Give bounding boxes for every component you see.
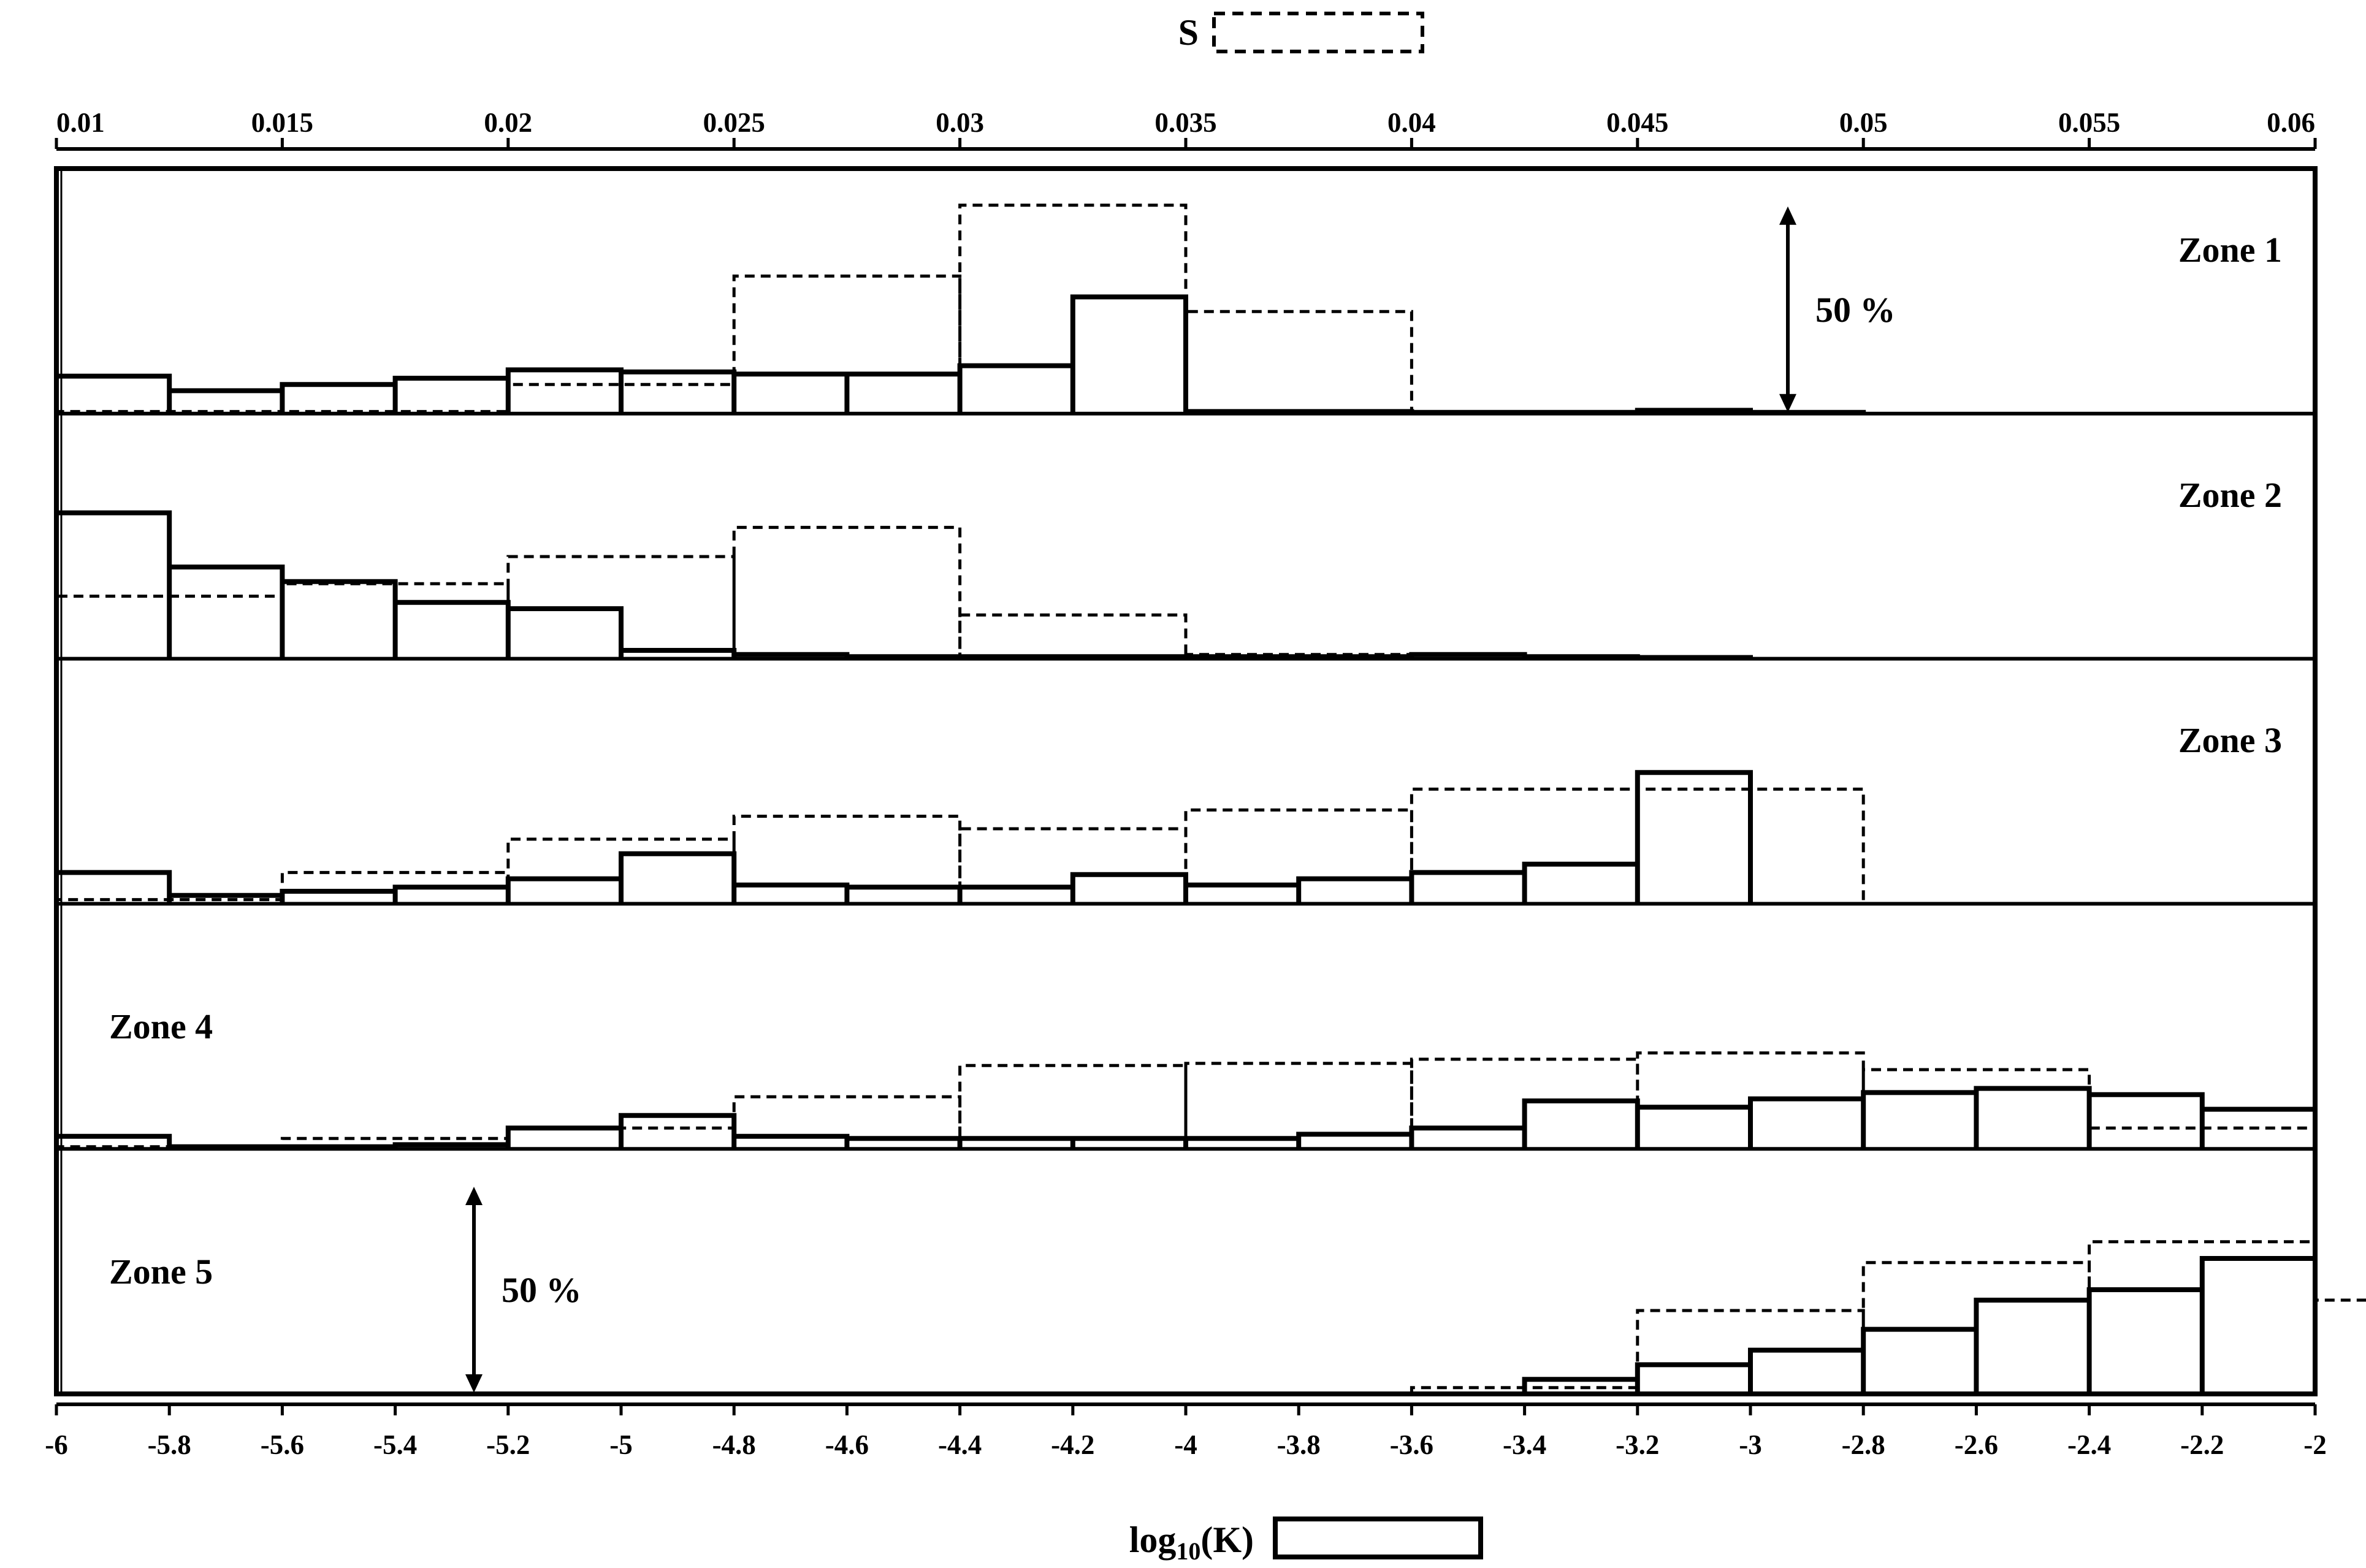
zone-5-label: Zone 5 — [109, 1252, 213, 1292]
legend-s-label: S — [1178, 12, 1199, 53]
bottom-axis-tick-label: -3.6 — [1390, 1429, 1433, 1460]
bottom-axis-tick-label: -4.6 — [825, 1429, 869, 1460]
zone-3-k-histogram — [54, 770, 1753, 904]
zone-5-scale-label: 50 % — [502, 1270, 582, 1310]
bottom-axis-tick-label: -4.4 — [938, 1429, 982, 1460]
zone-2-k-histogram — [54, 510, 1753, 660]
zone-2-label: Zone 2 — [2178, 475, 2282, 515]
bottom-axis-tick-label: -2 — [2303, 1429, 2327, 1460]
zone-4: Zone 4 — [54, 1007, 2318, 1151]
top-axis-tick-label: 0.045 — [1606, 107, 1668, 138]
zone-1-scale-arrow-top — [1779, 206, 1796, 225]
zone-3: Zone 3 — [54, 720, 2315, 906]
bottom-axis-tick-label: -3.2 — [1616, 1429, 1659, 1460]
bottom-axis-tick-label: -5.4 — [373, 1429, 417, 1460]
axes-layer: 0.01 0.015 0.02 0.025 0.03 0.035 0.04 0.045 0.05… — [45, 107, 2327, 1460]
top-axis-tick-label: 0.06 — [2267, 107, 2315, 138]
zone-5-scale-arrow-bottom — [465, 1374, 483, 1393]
bottom-axis-tick-label: -3 — [1739, 1429, 1762, 1460]
legend-layer: S log10(K) — [1129, 12, 1483, 1565]
top-axis-tick-label: 0.015 — [251, 107, 313, 138]
zone-5-k-histogram — [56, 1256, 2318, 1396]
bottom-axis-tick-label: -5.6 — [261, 1429, 304, 1460]
zone-1-scale-arrow-bottom — [1779, 394, 1796, 413]
bottom-axis-tick-label: -4.8 — [712, 1429, 756, 1460]
bottom-axis-tick-label: -4.2 — [1051, 1429, 1094, 1460]
zones-layer: Zone 1 50 % Zone 2 Zone 3 Zone 4 Zone 5 50 % — [54, 204, 2366, 1396]
zone-5-s-histogram — [56, 1240, 2366, 1396]
top-axis-tick-label: 0.025 — [703, 107, 765, 138]
legend-k-label-main: log — [1129, 1520, 1177, 1560]
bottom-axis-tick-label: -3.8 — [1277, 1429, 1321, 1460]
legend-k-label: log10(K) — [1129, 1520, 1254, 1565]
bottom-axis-tick-label: -2.6 — [1955, 1429, 1998, 1460]
top-axis-tick-label: 0.02 — [484, 107, 532, 138]
zone-5: Zone 5 50 % — [56, 1187, 2366, 1396]
top-axis-tick-label: 0.055 — [2058, 107, 2120, 138]
zone-1: Zone 1 50 % — [54, 204, 2315, 416]
zone-1-label: Zone 1 — [2178, 230, 2282, 270]
bottom-axis-tick-label: -2.8 — [1842, 1429, 1885, 1460]
top-axis-tick-label: 0.04 — [1387, 107, 1436, 138]
legend-k-swatch — [1273, 1517, 1483, 1559]
bottom-axis-tick-label: -5.2 — [486, 1429, 530, 1460]
zone-3-label: Zone 3 — [2178, 720, 2282, 760]
top-axis-tick-label: 0.03 — [936, 107, 984, 138]
bottom-axis-tick-label: -3.4 — [1503, 1429, 1546, 1460]
legend-k-label-end: (K) — [1200, 1520, 1254, 1560]
bottom-axis-tick-label: -2.4 — [2067, 1429, 2111, 1460]
bottom-axis-tick-label: -4 — [1174, 1429, 1197, 1460]
zone-2-s-histogram — [55, 525, 1413, 659]
top-axis-tick-label: 0.035 — [1154, 107, 1216, 138]
plot-frame — [54, 166, 2318, 1396]
top-axis-tick-label: 0.05 — [1839, 107, 1888, 138]
bottom-axis-tick-label: -6 — [45, 1429, 68, 1460]
bottom-axis-tick-label: -2.2 — [2180, 1429, 2224, 1460]
zone-5-scale-arrow-top — [465, 1187, 483, 1205]
top-axis-tick-label: 0.01 — [56, 107, 105, 138]
zone-4-label: Zone 4 — [109, 1007, 213, 1046]
legend-s-swatch — [1212, 12, 1424, 53]
legend-k-label-sub: 10 — [1176, 1537, 1200, 1565]
zone-1-scale-label: 50 % — [1815, 290, 1896, 330]
bottom-axis-tick-label: -5.8 — [148, 1429, 191, 1460]
bottom-axis-tick-label: -5 — [609, 1429, 633, 1460]
zone-2: Zone 2 — [54, 475, 2315, 661]
